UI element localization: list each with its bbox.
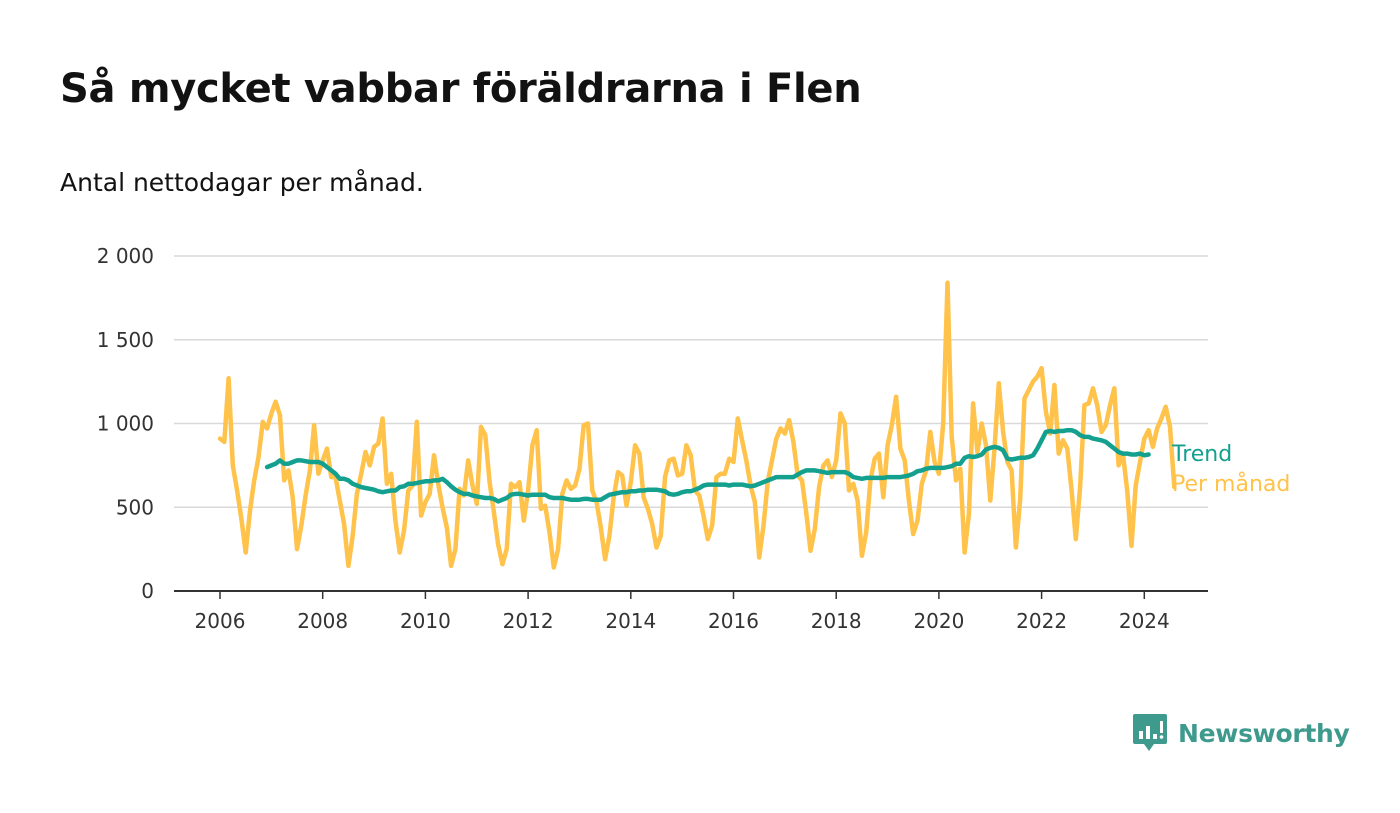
x-tick-label: 2006 — [195, 609, 246, 633]
x-tick-label: 2014 — [605, 609, 656, 633]
x-tick-label: 2022 — [1016, 609, 1067, 633]
y-tick-label: 1 000 — [97, 412, 154, 436]
brand-logo[interactable]: Newsworthy — [1132, 712, 1350, 754]
x-tick-label: 2024 — [1119, 609, 1170, 633]
x-tick-label: 2010 — [400, 609, 451, 633]
x-tick-label: 2012 — [503, 609, 554, 633]
chart-subtitle: Antal nettodagar per månad. — [60, 168, 424, 197]
legend: Trend Per månad — [1171, 442, 1290, 497]
series-lines — [217, 280, 1177, 570]
x-tick-label: 2008 — [297, 609, 348, 633]
brand-name: Newsworthy — [1178, 718, 1350, 748]
legend-label-per-manad: Per månad — [1172, 471, 1290, 497]
x-tick-label: 2020 — [913, 609, 964, 633]
newsworthy-logo-icon — [1133, 714, 1167, 751]
y-tick-label: 500 — [116, 495, 154, 519]
series-line-per-manad — [217, 280, 1177, 570]
chart-title: Så mycket vabbar föräldrarna i Flen — [60, 66, 862, 112]
legend-label-trend: Trend — [1171, 442, 1232, 467]
y-tick-label: 2 000 — [97, 244, 154, 268]
y-tick-label: 1 500 — [97, 328, 154, 352]
grid-lines: 0 500 1 000 1 500 2 000 — [97, 244, 1208, 603]
x-tick-label: 2018 — [811, 609, 862, 633]
x-axis: 2006 2008 2010 2012 2014 2016 2018 2020 2022 2024 — [174, 590, 1208, 633]
y-tick-label: 0 — [141, 579, 154, 603]
series-line-trend — [264, 427, 1151, 504]
x-tick-label: 2016 — [708, 609, 759, 633]
